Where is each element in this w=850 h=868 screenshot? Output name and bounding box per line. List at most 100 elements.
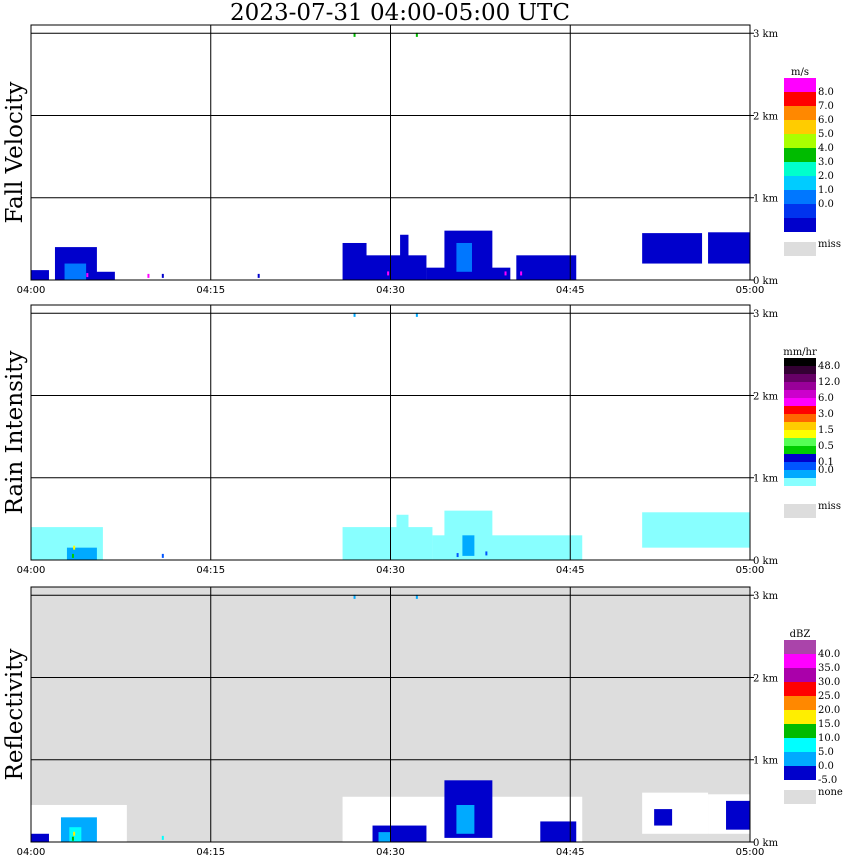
legend-swatch bbox=[784, 190, 816, 204]
echo-region bbox=[726, 800, 750, 830]
legend-label: -5.0 bbox=[818, 775, 837, 786]
x-tick-label: 04:15 bbox=[196, 285, 225, 296]
x-tick-label: 04:15 bbox=[196, 565, 225, 576]
legend-swatch bbox=[784, 430, 816, 438]
echo-region bbox=[654, 809, 673, 826]
echo-point bbox=[73, 831, 76, 836]
height-tick-label: 0 km bbox=[753, 276, 779, 287]
echo-region bbox=[396, 514, 409, 560]
echo-point bbox=[73, 545, 76, 550]
echo-point bbox=[353, 594, 356, 599]
legend-miss-swatch bbox=[784, 790, 816, 804]
x-tick-label: 04:00 bbox=[17, 847, 46, 858]
legend-swatch bbox=[784, 462, 816, 470]
echo-region bbox=[360, 255, 427, 280]
echo-point bbox=[161, 273, 164, 278]
legend-label: 35.0 bbox=[818, 663, 840, 674]
echo-point bbox=[415, 312, 418, 317]
echo-region bbox=[708, 232, 750, 264]
echo-point bbox=[504, 271, 507, 276]
panel-y-title: Reflectivity bbox=[2, 649, 28, 781]
legend-swatch bbox=[784, 390, 816, 398]
height-tick-label: 1 km bbox=[753, 474, 779, 485]
echo-point bbox=[485, 551, 488, 556]
echo-point bbox=[71, 553, 74, 558]
legend-label: 4.0 bbox=[818, 143, 834, 154]
legend-swatch bbox=[784, 120, 816, 134]
legend-swatch bbox=[784, 398, 816, 406]
legend-swatch bbox=[784, 366, 816, 374]
legend-miss-label: miss bbox=[818, 501, 841, 512]
height-tick-label: 3 km bbox=[753, 29, 779, 40]
legend-miss-swatch bbox=[784, 504, 816, 518]
panel-y-title: Fall Velocity bbox=[2, 82, 28, 224]
legend-unit: mm/hr bbox=[783, 347, 817, 358]
echo-point bbox=[353, 32, 356, 37]
legend-unit: m/s bbox=[791, 67, 809, 78]
x-tick-label: 04:30 bbox=[376, 285, 405, 296]
echo-point bbox=[415, 32, 418, 37]
legend-swatch bbox=[784, 478, 816, 486]
legend-label: 8.0 bbox=[818, 87, 834, 98]
height-tick-label: 3 km bbox=[753, 309, 779, 320]
legend-swatch bbox=[784, 454, 816, 462]
echo-point bbox=[86, 273, 89, 278]
legend-swatch bbox=[784, 148, 816, 162]
x-tick-label: 05:00 bbox=[736, 847, 765, 858]
plot-frame bbox=[30, 24, 751, 281]
echo-region bbox=[31, 270, 49, 280]
x-tick-label: 05:00 bbox=[736, 565, 765, 576]
legend-swatch bbox=[784, 176, 816, 190]
legend-swatch bbox=[784, 654, 816, 668]
legend-swatch bbox=[784, 710, 816, 724]
legend-swatch bbox=[784, 78, 816, 92]
legend-swatch bbox=[784, 766, 816, 780]
legend-swatch bbox=[784, 486, 816, 494]
echo-point bbox=[161, 553, 164, 558]
legend-swatch bbox=[784, 752, 816, 766]
echo-point bbox=[147, 273, 150, 278]
height-tick-label: 0 km bbox=[753, 838, 779, 849]
legend-swatch bbox=[784, 162, 816, 176]
legend-swatch bbox=[784, 406, 816, 414]
height-tick-label: 2 km bbox=[753, 111, 779, 122]
legend-label: 20.0 bbox=[818, 705, 840, 716]
legend-miss-label: none bbox=[818, 787, 843, 798]
panel-y-title: Rain Intensity bbox=[2, 350, 28, 514]
plot-frame bbox=[30, 304, 751, 561]
legend-swatch bbox=[784, 668, 816, 682]
legend-swatch bbox=[784, 204, 816, 218]
height-tick-label: 0 km bbox=[753, 556, 779, 567]
x-tick-label: 04:45 bbox=[556, 285, 585, 296]
legend-swatch bbox=[784, 738, 816, 752]
echo-region bbox=[31, 833, 49, 842]
legend-swatch bbox=[784, 358, 816, 366]
height-tick-label: 3 km bbox=[753, 591, 779, 602]
legend-label: 0.0 bbox=[818, 199, 834, 210]
plot-frame bbox=[30, 586, 751, 843]
legend-label: 5.0 bbox=[818, 129, 834, 140]
legend-label: 0.1 bbox=[818, 457, 834, 468]
echo-point bbox=[456, 553, 459, 558]
x-tick-label: 05:00 bbox=[736, 285, 765, 296]
echo-point bbox=[161, 835, 164, 840]
legend-label: 2.0 bbox=[818, 171, 834, 182]
legend-swatch bbox=[784, 724, 816, 738]
legend-swatch bbox=[784, 414, 816, 422]
echo-point bbox=[387, 271, 390, 276]
legend-label: 48.0 bbox=[818, 361, 840, 372]
legend-label: 1.5 bbox=[818, 425, 834, 436]
echo-region bbox=[516, 255, 577, 280]
x-tick-label: 04:15 bbox=[196, 847, 225, 858]
echo-region bbox=[64, 263, 87, 280]
legend-label: 0.0 bbox=[818, 465, 834, 476]
echo-point bbox=[257, 273, 260, 278]
height-tick-label: 1 km bbox=[753, 194, 779, 205]
legend-swatch bbox=[784, 218, 816, 232]
echo-region bbox=[342, 527, 433, 560]
legend-swatch bbox=[784, 134, 816, 148]
legend-label: 6.0 bbox=[818, 115, 834, 126]
legend-label: 6.0 bbox=[818, 393, 834, 404]
chart-title: 2023-07-31 04:00-05:00 UTC bbox=[230, 0, 570, 26]
echo-region bbox=[642, 233, 703, 264]
